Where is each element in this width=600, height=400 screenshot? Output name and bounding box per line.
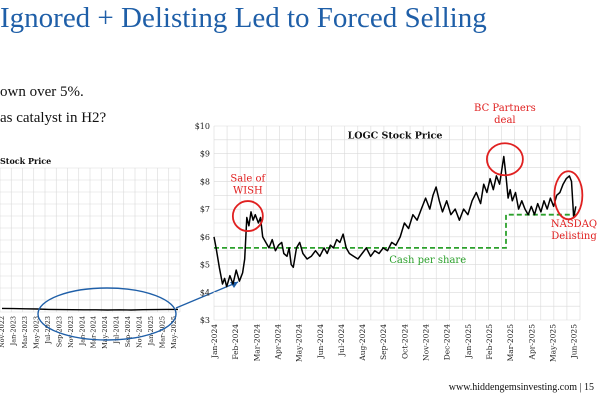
y-tick-label: $6 bbox=[200, 233, 210, 242]
left-x-tick-label: Mar-2025 bbox=[159, 316, 167, 348]
x-tick-label: Nov-2024 bbox=[422, 324, 431, 361]
annotation-nasdaq-delisting: Delisting bbox=[551, 231, 597, 242]
x-tick-label: Aug-2024 bbox=[358, 324, 367, 362]
main-chart: $3 $4 $5 $6 $7 $8 $9 $10 Jan-2024 Feb-2024 Mar-202… bbox=[195, 103, 598, 362]
annotation-bc-partners: BC Partners bbox=[474, 103, 536, 114]
left-x-tick-label: Nov-2022 bbox=[0, 316, 6, 348]
slide-title: Ignored + Delisting Led to Forced Sellin… bbox=[0, 2, 487, 34]
x-tick-label: Oct-2024 bbox=[400, 324, 409, 359]
x-tick-label: Mar-2025 bbox=[506, 324, 515, 362]
y-tick-label: $4 bbox=[200, 288, 210, 297]
left-highlight-ellipse bbox=[37, 287, 177, 341]
annotation-nasdaq-delisting: NASDAQ bbox=[551, 219, 597, 230]
left-x-tick-label: Jul-2023 bbox=[44, 316, 52, 345]
cash-per-share-line bbox=[214, 213, 576, 249]
y-tick-label: $8 bbox=[200, 177, 210, 186]
left-x-tick-label: Jan-2025 bbox=[147, 316, 155, 346]
y-tick-label: $3 bbox=[200, 316, 210, 325]
y-tick-label: $5 bbox=[200, 261, 210, 270]
left-x-tick-label: Nov-2024 bbox=[136, 316, 144, 348]
connector-arrow-line bbox=[175, 281, 239, 309]
x-tick-label: May-2024 bbox=[295, 324, 304, 362]
x-tick-label: Jul-2024 bbox=[337, 324, 346, 357]
y-tick-label: $10 bbox=[195, 122, 210, 131]
x-tick-label: Sep-2024 bbox=[379, 324, 388, 360]
connector-arrow-head bbox=[230, 282, 238, 288]
sale-of-wish-circle bbox=[231, 200, 264, 232]
left-price-line bbox=[1, 307, 178, 311]
annotation-sale-of-wish: WISH bbox=[233, 185, 263, 196]
x-tick-label: Jan-2024 bbox=[210, 324, 219, 359]
left-x-tick-label: May-2025 bbox=[170, 316, 178, 349]
left-x-tick-label: Jul-2024 bbox=[113, 316, 121, 345]
x-tick-label: Jun-2024 bbox=[316, 324, 325, 360]
left-x-tick-label: Jan-2023 bbox=[9, 316, 17, 346]
y-tick-label: $7 bbox=[200, 205, 210, 214]
slide-footer: www.hiddengemsinvesting.com | 15 bbox=[448, 382, 594, 393]
left-x-tick-label: May-2024 bbox=[101, 316, 109, 349]
left-x-tick-label: Sep-2023 bbox=[55, 316, 63, 347]
x-tick-label: Jun-2025 bbox=[570, 324, 579, 360]
x-tick-label: Jan-2025 bbox=[464, 324, 473, 359]
x-tick-label: Feb-2024 bbox=[231, 324, 240, 360]
bullet-text-2: as catalyst in H2? bbox=[0, 110, 107, 126]
x-tick-label: May-2025 bbox=[548, 324, 557, 362]
x-tick-label: Dec-2024 bbox=[443, 324, 452, 361]
x-tick-label: Mar-2024 bbox=[252, 324, 261, 362]
left-chart-title: Stock Price bbox=[0, 156, 51, 166]
left-x-tick-label: Mar-2024 bbox=[90, 316, 98, 348]
left-x-tick-label: Sep-2024 bbox=[124, 316, 132, 347]
annotation-bc-partners: deal bbox=[494, 115, 515, 126]
annotation-sale-of-wish: Sale of bbox=[230, 173, 266, 184]
nasdaq-delisting-circle bbox=[553, 170, 584, 221]
price-line bbox=[213, 155, 577, 288]
x-tick-label: Apr-2025 bbox=[527, 324, 536, 361]
x-tick-label: Feb-2025 bbox=[485, 324, 494, 360]
x-tick-label: Apr-2024 bbox=[273, 324, 282, 361]
chart-title: LOGC Stock Price bbox=[348, 130, 443, 141]
left-x-tick-label: May-2023 bbox=[32, 316, 40, 349]
left-x-tick-label: Jan-2024 bbox=[78, 316, 86, 346]
left-x-tick-label: Nov-2023 bbox=[67, 316, 75, 348]
bullet-text-1: own over 5%. bbox=[0, 84, 84, 100]
y-tick-label: $9 bbox=[200, 150, 210, 159]
left-x-tick-label: Mar-2023 bbox=[21, 316, 29, 348]
annotation-cash-per-share: Cash per share bbox=[389, 255, 466, 266]
bc-partners-circle bbox=[485, 142, 524, 177]
